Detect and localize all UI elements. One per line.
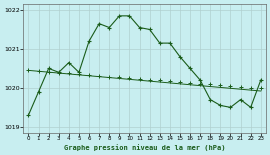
- X-axis label: Graphe pression niveau de la mer (hPa): Graphe pression niveau de la mer (hPa): [64, 144, 225, 151]
